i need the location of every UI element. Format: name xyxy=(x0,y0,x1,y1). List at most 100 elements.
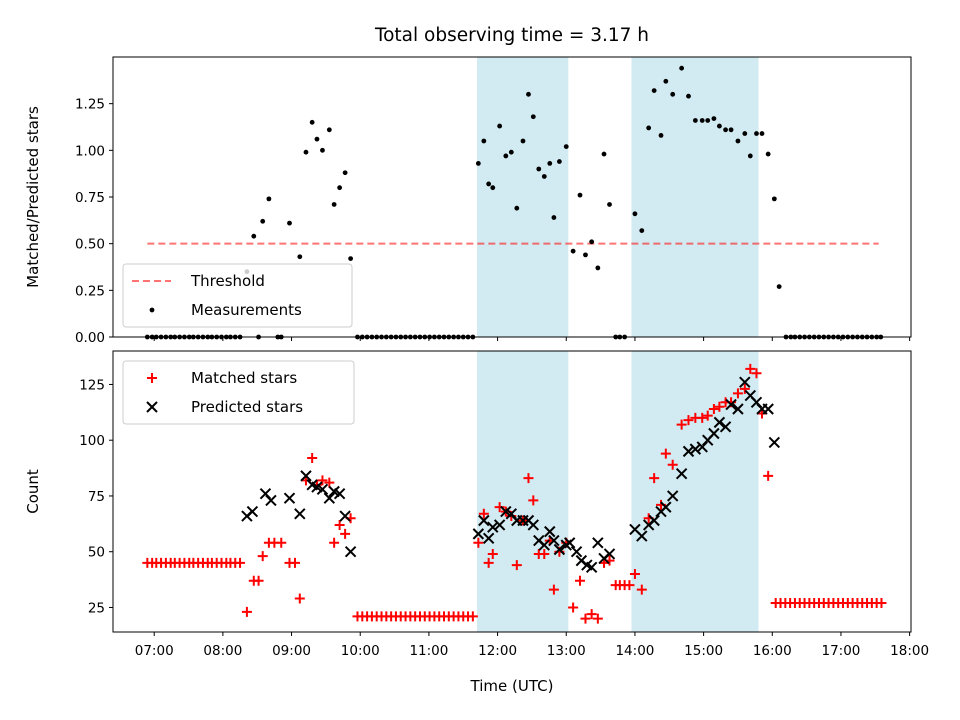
matched-point xyxy=(483,557,494,568)
predicted-point xyxy=(603,548,616,560)
y-tick-label: 100 xyxy=(79,433,105,449)
measurement-point xyxy=(530,114,536,120)
measurement-point xyxy=(632,211,638,217)
measurement-point xyxy=(541,174,547,179)
measurement-point xyxy=(490,185,496,191)
predicted-point xyxy=(294,508,306,520)
matched-point xyxy=(289,557,300,568)
x-tick-label: 07:00 xyxy=(135,643,174,659)
x-tick-label: 18:00 xyxy=(890,643,929,659)
measurement-point xyxy=(601,151,607,157)
predicted-point xyxy=(682,445,695,458)
matched-point xyxy=(276,537,287,548)
measurement-point xyxy=(716,123,722,129)
matched-point xyxy=(511,560,522,571)
predicted-point xyxy=(300,470,312,482)
legend-predicted-swatch xyxy=(146,401,158,413)
measurement-point xyxy=(639,228,645,234)
predicted-point xyxy=(739,376,751,388)
measurement-point xyxy=(314,136,320,142)
measurement-point xyxy=(735,138,741,144)
x-tick-label: 16:00 xyxy=(753,643,792,659)
matched-point xyxy=(324,477,335,488)
measurement-point xyxy=(556,159,562,164)
legend-matched-swatch xyxy=(147,373,157,383)
measurement-point xyxy=(526,91,531,97)
predicted-point xyxy=(472,528,485,540)
matched-point xyxy=(467,611,478,622)
predicted-point xyxy=(636,530,648,542)
matched-point xyxy=(294,593,305,604)
matched-point xyxy=(580,613,591,624)
predicted-point xyxy=(265,494,277,507)
chart-title: Total observing time = 3.17 h xyxy=(374,25,649,46)
y-tick-label: 1.25 xyxy=(75,97,105,113)
measurement-point xyxy=(551,215,557,220)
x-tick-label: 09:00 xyxy=(272,643,311,659)
matched-point xyxy=(340,528,351,539)
measurement-point xyxy=(547,161,553,166)
y-tick-label: 1.00 xyxy=(75,143,105,159)
predicted-point xyxy=(344,546,357,558)
predicted-point xyxy=(548,534,560,547)
predicted-point xyxy=(333,488,346,500)
measurement-point xyxy=(711,116,717,121)
measurement-point xyxy=(663,78,669,84)
matched-point xyxy=(307,453,318,464)
measurement-point xyxy=(486,181,492,187)
measurement-point xyxy=(303,149,309,155)
matched-point xyxy=(592,613,603,624)
measurement-point xyxy=(651,88,657,93)
measurement-point xyxy=(497,123,503,129)
measurement-point xyxy=(658,133,664,138)
predicted-point xyxy=(675,467,688,480)
predicted-point xyxy=(725,398,737,411)
predicted-point xyxy=(592,537,604,549)
matched-point xyxy=(548,584,559,595)
x-tick-label: 12:00 xyxy=(478,643,517,659)
predicted-point xyxy=(719,421,732,433)
measurement-point xyxy=(320,147,325,153)
measurement-point xyxy=(536,166,542,172)
measurement-point xyxy=(348,256,354,261)
legend-measurement-swatch xyxy=(149,307,155,313)
measurement-point xyxy=(331,202,337,207)
matched-point xyxy=(649,473,660,484)
matched-point xyxy=(667,459,678,470)
predicted-point xyxy=(538,539,550,551)
x-axis-title: Time (UTC) xyxy=(470,677,554,695)
predicted-point xyxy=(283,492,296,504)
predicted-point xyxy=(708,427,720,440)
measurement-point xyxy=(260,218,266,224)
measurement-point xyxy=(646,125,652,131)
matched-point xyxy=(636,584,647,595)
y-tick-label: 0.75 xyxy=(75,190,105,206)
measurement-point xyxy=(481,138,487,144)
predicted-point xyxy=(648,514,660,527)
predicted-point xyxy=(493,519,506,531)
predicted-point xyxy=(713,416,726,429)
matched-point xyxy=(586,609,597,620)
y-tick-label: 0.25 xyxy=(75,283,105,299)
measurement-point xyxy=(699,118,705,123)
matched-point xyxy=(732,388,743,399)
legend-label: Threshold xyxy=(190,272,265,290)
matched-point xyxy=(624,580,635,591)
y-axis-title: Matched/Predicted stars xyxy=(24,106,42,288)
measurement-point xyxy=(742,131,748,136)
matched-point xyxy=(714,401,725,412)
matched-point xyxy=(473,537,484,548)
y-tick-label: 0.00 xyxy=(75,330,105,346)
shaded-interval xyxy=(476,57,569,337)
y-axis-title: Count xyxy=(24,469,42,514)
count-panel: 25 50 75 100 125 07:00 08:00 09:00 10:00 11:00 12:… xyxy=(24,350,929,659)
measurement-point xyxy=(563,144,569,150)
measurement-point xyxy=(266,196,272,202)
matched-point xyxy=(574,575,585,586)
x-tick-label: 10:00 xyxy=(341,643,380,659)
y-tick-label: 25 xyxy=(88,600,105,616)
matched-point xyxy=(487,548,498,559)
matched-point xyxy=(763,470,774,481)
measurement-point xyxy=(759,131,765,136)
